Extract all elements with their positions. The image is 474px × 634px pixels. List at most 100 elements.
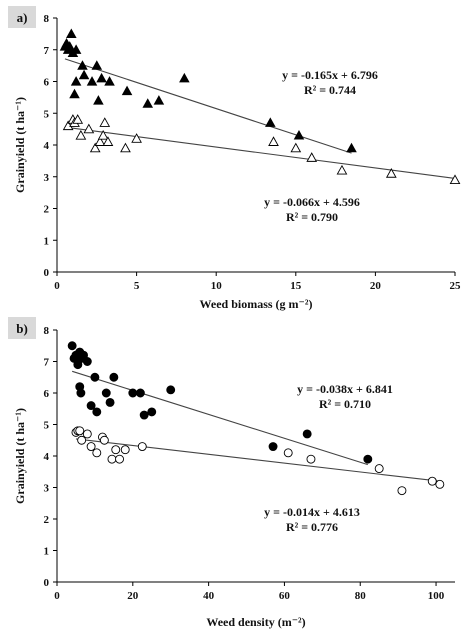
filled-circle-point	[67, 341, 77, 351]
filled-triangle-point	[70, 76, 82, 86]
filled-triangle-point	[77, 60, 88, 70]
trend-line	[75, 438, 440, 482]
x-tick-label: 0	[54, 590, 60, 602]
y-tick-label: 7	[44, 45, 50, 57]
y-tick-label: 1	[44, 546, 50, 558]
filled-triangle-point	[86, 76, 98, 86]
filled-circle-point	[101, 388, 111, 398]
open-triangle-point	[75, 129, 87, 140]
y-tick-label: 8	[44, 13, 50, 25]
panel-a: a) 0 1 2 3 4 5 6 7 8 0 5 10 15 20 25 Weed biomass (g m⁻²…	[8, 6, 461, 311]
filled-circle-point	[302, 429, 312, 439]
open-circle-point	[86, 442, 96, 451]
open-circle-point	[374, 464, 384, 474]
x-tick-label: 100	[428, 590, 445, 602]
open-triangle-point	[83, 123, 95, 134]
r-squared: R² = 0.744	[304, 83, 356, 97]
trend-line	[68, 126, 456, 180]
trend-line	[64, 58, 352, 154]
filled-triangle-point	[96, 72, 107, 83]
x-tick-label: 10	[211, 280, 223, 292]
y-tick-label: 8	[44, 325, 50, 337]
panel-label: b)	[16, 321, 28, 336]
x-tick-label: 80	[355, 590, 367, 602]
y-tick-label: 4	[44, 451, 50, 463]
open-circle-point	[137, 442, 147, 451]
panel-label-box	[8, 317, 36, 339]
open-triangle-point	[290, 142, 302, 153]
open-circle-point	[397, 486, 407, 496]
open-triangle-point	[385, 168, 397, 178]
y-tick-label: 6	[44, 77, 50, 89]
x-axis-title: Weed biomass (g m⁻²)	[200, 297, 313, 311]
filled-triangle-point	[121, 85, 133, 96]
open-circle-point	[120, 445, 130, 455]
open-triangle-point	[94, 136, 106, 146]
panel-label-box	[8, 6, 36, 28]
x-axis-title: Weed density (m⁻²)	[206, 615, 305, 629]
filled-triangle-point	[69, 88, 80, 99]
open-triangle-point	[89, 142, 101, 153]
x-tick-label: 40	[203, 590, 215, 602]
y-tick-label: 5	[44, 420, 50, 432]
x-tick-label: 5	[134, 280, 140, 292]
panel-label: a)	[17, 10, 28, 25]
open-triangle-point	[268, 136, 279, 146]
filled-circle-point	[105, 398, 115, 407]
filled-circle-point	[73, 360, 83, 370]
y-tick-label: 4	[44, 140, 50, 152]
open-circle-point	[427, 476, 437, 486]
trend-line	[71, 370, 368, 466]
filled-circle-point	[128, 388, 138, 398]
x-tick-label: 0	[54, 280, 60, 292]
x-tick-label: 20	[370, 280, 382, 292]
open-triangle-point	[306, 152, 318, 162]
filled-triangle-point	[78, 69, 90, 80]
filled-triangle-point	[346, 142, 357, 153]
y-tick-label: 5	[44, 108, 50, 120]
filled-circle-point	[92, 407, 102, 417]
filled-triangle-point	[142, 98, 154, 108]
y-tick-label: 0	[44, 577, 50, 589]
regression-equation: y = -0.066x + 4.596	[264, 195, 360, 209]
open-circle-point	[111, 445, 121, 455]
filled-triangle-point	[179, 72, 190, 83]
filled-triangle-point	[265, 117, 276, 127]
x-tick-label: 25	[450, 280, 462, 292]
filled-triangle-point	[153, 95, 165, 105]
open-circle-point	[77, 435, 87, 445]
x-tick-label: 60	[279, 590, 291, 602]
y-tick-label: 6	[44, 388, 50, 400]
open-circle-point	[75, 426, 85, 436]
filled-circle-point	[82, 357, 92, 366]
filled-circle-point	[90, 372, 100, 382]
regression-equation: y = -0.014x + 4.613	[264, 505, 360, 519]
y-tick-label: 7	[44, 357, 50, 369]
filled-circle-point	[135, 388, 145, 398]
open-circle-point	[115, 454, 124, 464]
open-circle-point	[435, 479, 445, 489]
open-circle-point	[306, 454, 316, 464]
filled-triangle-point	[104, 76, 115, 86]
open-triangle-point	[131, 133, 142, 143]
y-tick-label: 3	[44, 172, 50, 184]
filled-triangle-point	[93, 95, 104, 105]
filled-circle-point	[166, 385, 176, 395]
filled-triangle-point	[70, 44, 82, 54]
y-tick-label: 2	[44, 204, 50, 216]
filled-circle-point	[139, 410, 149, 420]
open-circle-point	[99, 435, 109, 445]
r-squared: R² = 0.776	[286, 520, 338, 534]
regression-equation: y = -0.038x + 6.841	[297, 382, 393, 396]
open-circle-point	[107, 454, 117, 464]
y-axis-title: Grainyield (t ha⁻¹)	[13, 408, 27, 504]
r-squared: R² = 0.790	[286, 210, 338, 224]
filled-triangle-point	[293, 130, 305, 140]
open-triangle-point	[336, 164, 348, 175]
filled-circle-point	[268, 442, 278, 451]
open-circle-point	[283, 448, 293, 458]
filled-circle-point	[147, 407, 157, 417]
open-circle-point	[92, 448, 102, 458]
filled-circle-point	[363, 454, 373, 464]
